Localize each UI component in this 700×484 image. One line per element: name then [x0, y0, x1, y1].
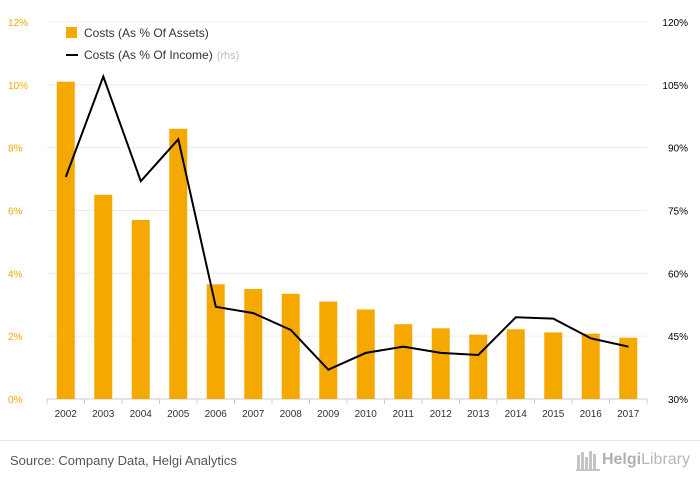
bar-2012: [431, 328, 450, 399]
y-left-tick-label: 12%: [8, 18, 28, 29]
y-axis-right: 30% 45% 60% 75% 90% 105% 120%: [662, 18, 688, 406]
x-tick-label: 2012: [430, 409, 453, 420]
bar-2011: [394, 324, 413, 399]
x-tick-label: 2016: [580, 409, 603, 420]
x-tick-label: 2006: [205, 409, 228, 420]
bar-2009: [319, 301, 338, 399]
y-left-tick-label: 0%: [8, 395, 23, 406]
bar-2016: [581, 333, 600, 399]
x-tick-label: 2010: [355, 409, 378, 420]
bar-2007: [244, 289, 263, 399]
bar-2017: [619, 337, 638, 399]
bar-2008: [281, 293, 300, 399]
x-tick-label: 2002: [55, 409, 78, 420]
x-tick-label: 2011: [392, 409, 414, 420]
y-left-tick-label: 2%: [8, 332, 23, 343]
y-right-tick-label: 90%: [668, 144, 688, 155]
bar-2002: [56, 81, 75, 400]
y-right-tick-label: 105%: [662, 81, 688, 92]
y-right-tick-label: 45%: [668, 332, 688, 343]
x-tick-label: 2005: [167, 409, 190, 420]
x-tick-label: 2017: [617, 409, 640, 420]
x-tick-label: 2007: [242, 409, 265, 420]
y-right-tick-label: 60%: [668, 269, 688, 280]
footer: Source: Company Data, Helgi Analytics He…: [0, 440, 700, 484]
bar-2015: [544, 332, 563, 399]
bar-2010: [356, 309, 375, 399]
helgi-library-logo[interactable]: HelgiLibrary: [575, 449, 690, 471]
y-left-tick-label: 4%: [8, 269, 23, 280]
logo-prefix: Helgi: [601, 451, 642, 468]
x-axis: 2002 2003 2004 2005 2006 2007 2008 2009 2010 2011…: [46, 399, 648, 420]
bar-2004: [131, 219, 150, 399]
x-tick-label: 2014: [505, 409, 528, 420]
x-tick-label: 2013: [467, 409, 490, 420]
legend-line-name: Costs (As % Of Income): [84, 48, 213, 62]
line-series: [64, 73, 629, 371]
legend-bar-label: Costs (As % Of Assets): [84, 26, 209, 40]
y-right-tick-label: 75%: [668, 207, 688, 218]
legend-line-label: Costs (As % Of Income) (rhs): [84, 48, 239, 62]
x-tick-label: 2015: [542, 409, 565, 420]
x-tick-label: 2003: [92, 409, 115, 420]
y-left-tick-label: 6%: [8, 207, 23, 218]
logo-suffix: Library: [641, 451, 690, 468]
x-tick-label: 2009: [317, 409, 340, 420]
chart: 0% 2% 4% 6% 8% 10% 12% 30% 45% 60% 75% 90% 105% 120%…: [8, 18, 688, 420]
legend-bar-swatch: [66, 27, 77, 38]
y-right-tick-label: 30%: [668, 395, 688, 406]
library-books-icon: [575, 451, 600, 471]
legend-line-suffix: (rhs): [217, 50, 240, 62]
legend: Costs (As % Of Assets) Costs (As % Of In…: [66, 26, 239, 62]
bar-series: [56, 81, 638, 400]
bar-2005: [169, 128, 188, 400]
bar-2003: [94, 194, 113, 399]
x-tick-label: 2008: [280, 409, 303, 420]
bar-2013: [469, 334, 488, 399]
y-right-tick-label: 120%: [662, 18, 688, 29]
x-tick-label: 2004: [130, 409, 153, 420]
source-text: Source: Company Data, Helgi Analytics: [10, 453, 237, 468]
bar-2014: [506, 329, 525, 399]
bar-2006: [206, 284, 225, 399]
y-axis-left: 0% 2% 4% 6% 8% 10% 12%: [8, 18, 28, 406]
y-left-tick-label: 10%: [8, 81, 28, 92]
y-left-tick-label: 8%: [8, 144, 23, 155]
